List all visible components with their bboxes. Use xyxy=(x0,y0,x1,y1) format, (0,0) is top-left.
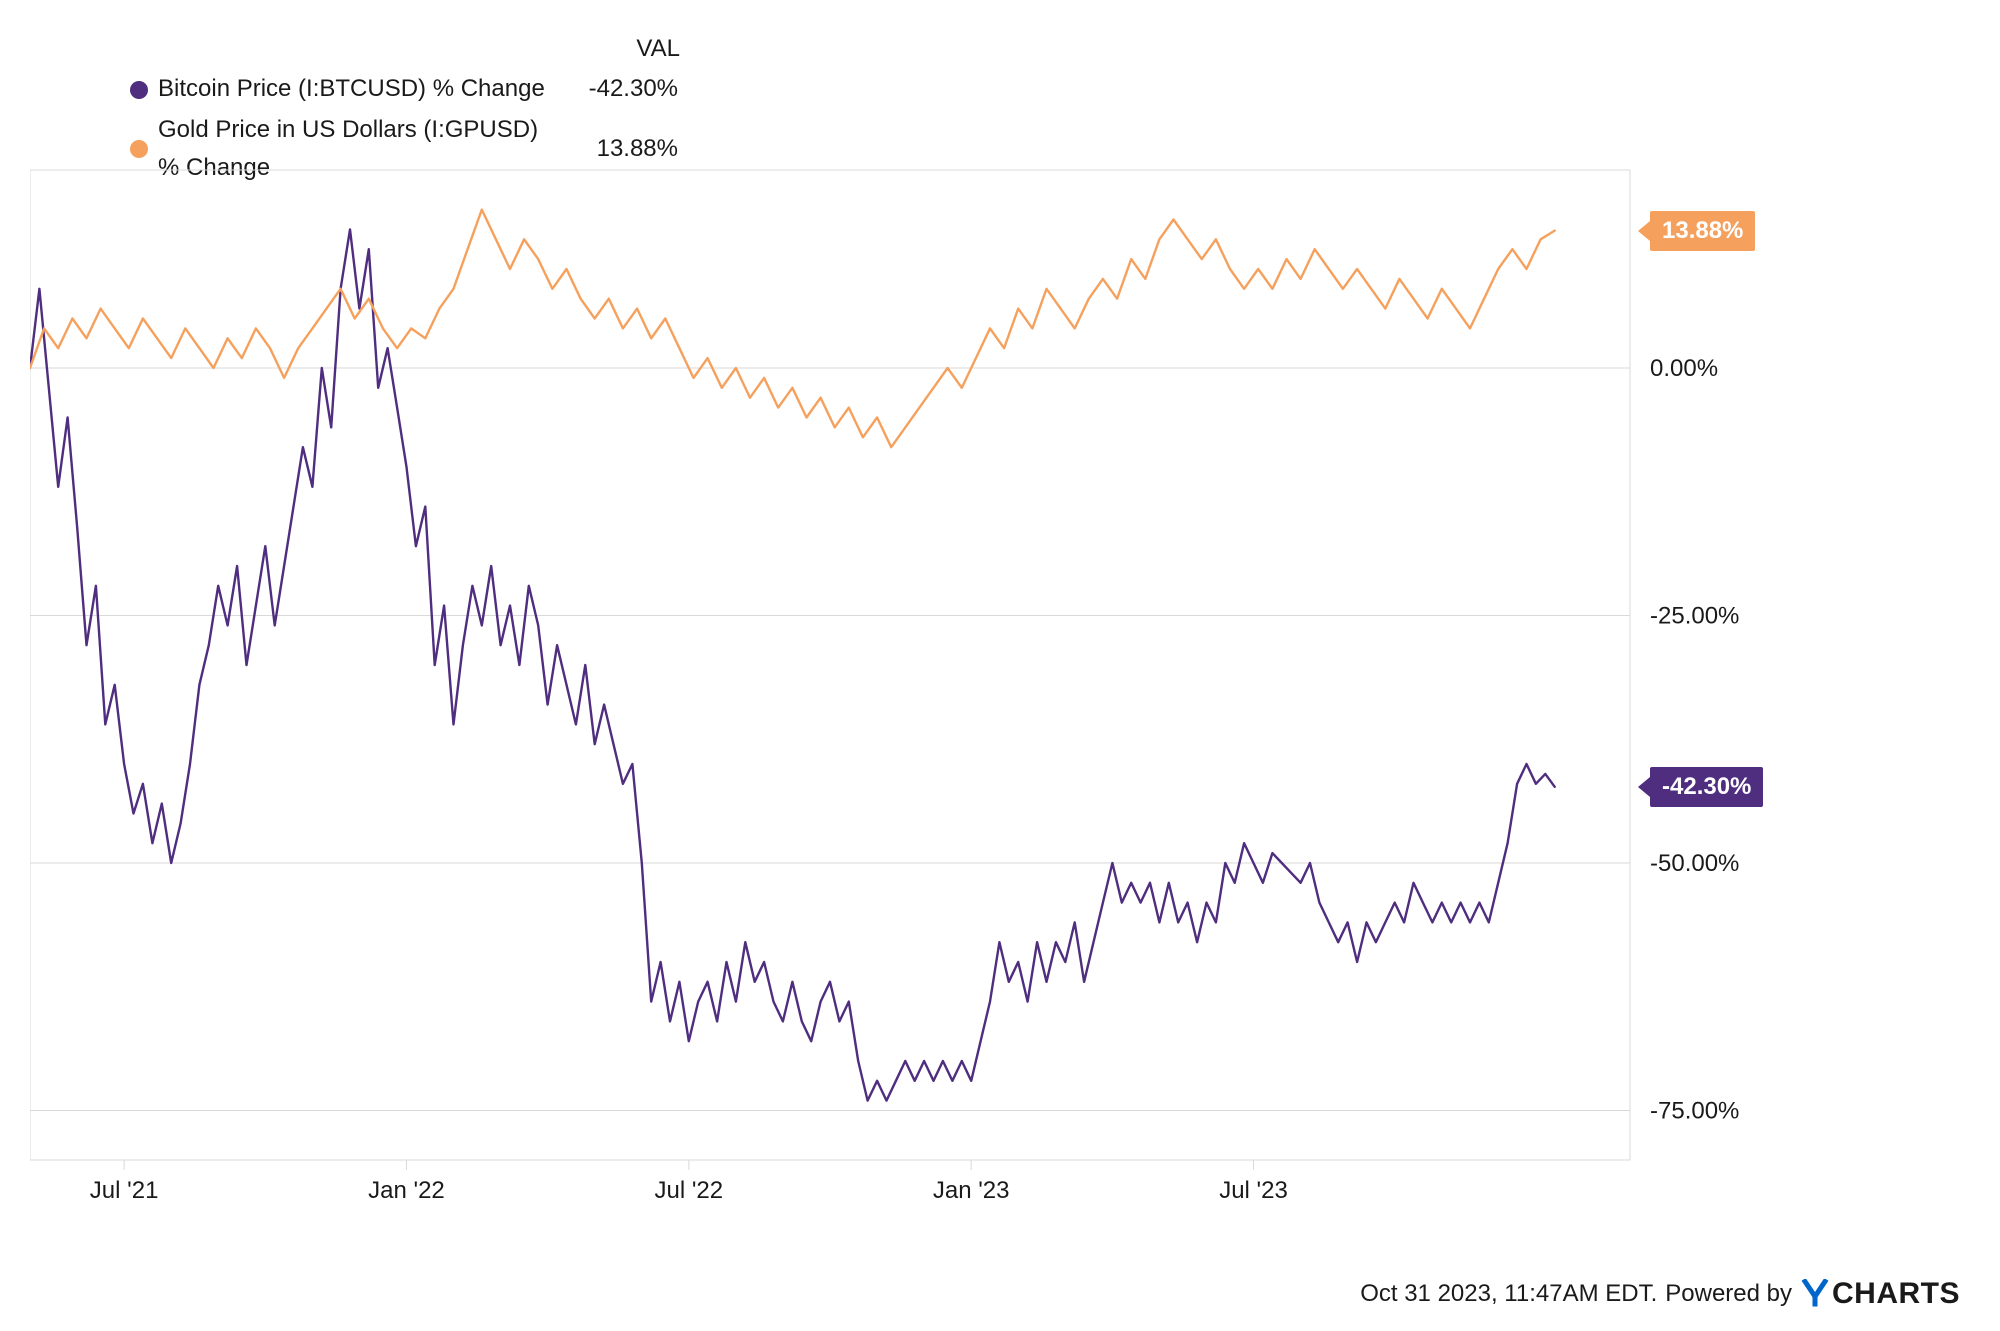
svg-text:Jul '22: Jul '22 xyxy=(655,1177,724,1204)
ycharts-logo: CHARTS xyxy=(1800,1277,1960,1311)
svg-text:-25.00%: -25.00% xyxy=(1650,603,1739,630)
svg-text:Jan '23: Jan '23 xyxy=(933,1177,1010,1204)
end-badge-gold-text: 13.88% xyxy=(1662,217,1743,244)
chart-container: VAL Bitcoin Price (I:BTCUSD) % Change -4… xyxy=(0,0,2000,1331)
chart-footer: Oct 31 2023, 11:47AM EDT. Powered by CHA… xyxy=(1360,1277,1960,1311)
ycharts-y-icon xyxy=(1800,1279,1830,1309)
svg-text:-75.00%: -75.00% xyxy=(1650,1098,1739,1125)
legend-dot-gold xyxy=(130,140,148,158)
end-badge-bitcoin-text: -42.30% xyxy=(1662,773,1751,800)
footer-powered-by: Powered by xyxy=(1665,1280,1792,1308)
end-badge-gold: 13.88% xyxy=(1650,211,1755,251)
svg-text:-50.00%: -50.00% xyxy=(1650,850,1739,877)
plot-area: 0.00% -25.00% -50.00% -75.00% Jul '21 Jan '22… xyxy=(30,160,1970,1230)
svg-text:0.00%: 0.00% xyxy=(1650,355,1718,382)
footer-timestamp: Oct 31 2023, 11:47AM EDT. xyxy=(1360,1280,1657,1308)
chart-svg: 0.00% -25.00% -50.00% -75.00% Jul '21 Jan '22… xyxy=(30,160,1970,1230)
svg-text:Jul '23: Jul '23 xyxy=(1219,1177,1288,1204)
svg-text:Jul '21: Jul '21 xyxy=(90,1177,159,1204)
legend-label-bitcoin: Bitcoin Price (I:BTCUSD) % Change xyxy=(158,70,558,108)
legend-header: VAL xyxy=(130,30,680,68)
end-badge-bitcoin: -42.30% xyxy=(1650,767,1763,807)
legend-dot-bitcoin xyxy=(130,81,148,99)
legend-val-bitcoin: -42.30% xyxy=(558,70,678,108)
svg-text:Jan '22: Jan '22 xyxy=(368,1177,445,1204)
legend-row-bitcoin: Bitcoin Price (I:BTCUSD) % Change -42.30… xyxy=(130,70,680,108)
ycharts-logo-text: CHARTS xyxy=(1832,1277,1960,1311)
legend-val-header: VAL xyxy=(560,30,680,68)
